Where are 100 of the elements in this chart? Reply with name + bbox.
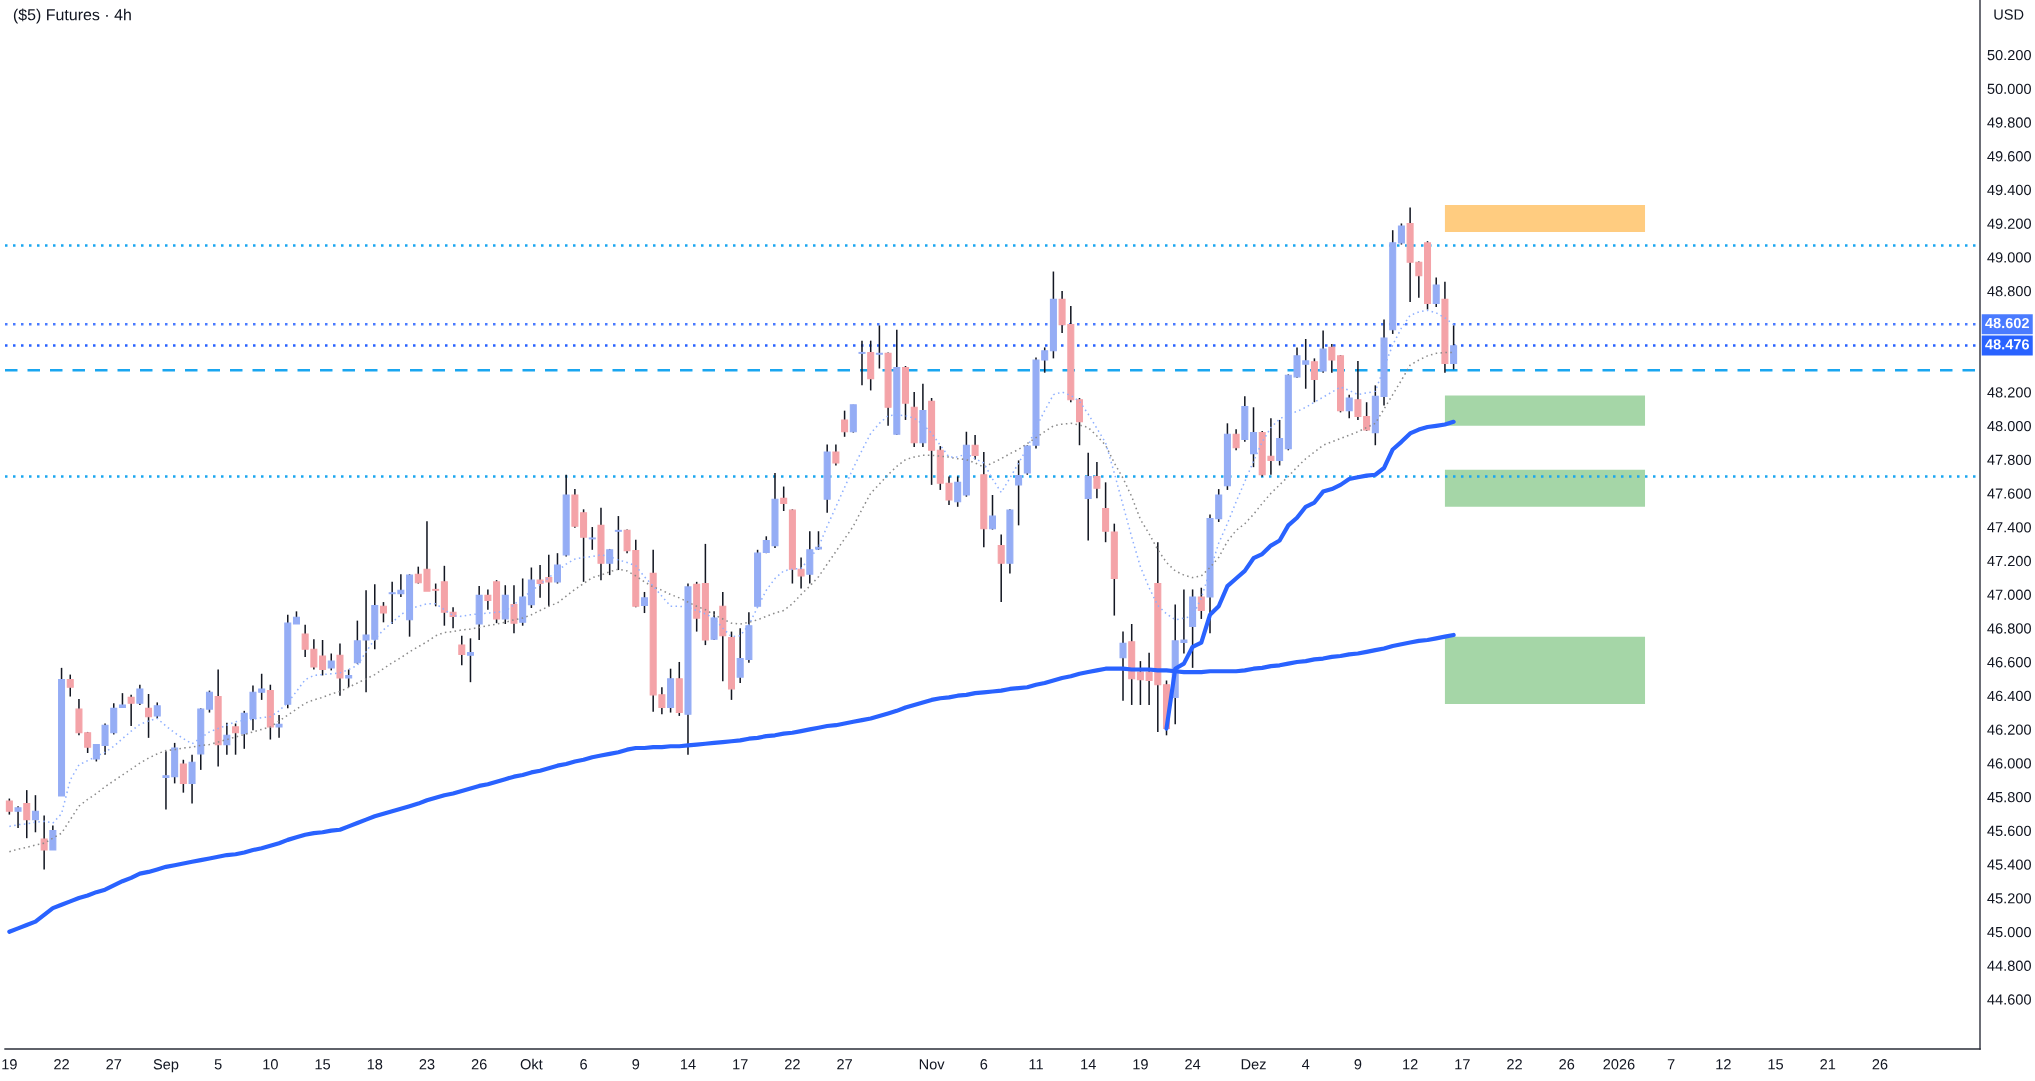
candlestick <box>1310 357 1318 403</box>
x-tick-label: 19 <box>2 1059 17 1070</box>
candlestick <box>1319 329 1327 374</box>
y-tick-label: 47.800 <box>1987 454 2031 465</box>
y-tick-label: 49.000 <box>1987 252 2031 263</box>
x-tick-label: 14 <box>1081 1059 1096 1070</box>
candlestick <box>1250 406 1258 468</box>
x-tick-label: 18 <box>367 1059 383 1070</box>
y-tick-label: 47.000 <box>1987 589 2031 600</box>
ref-line-label: 48.476 <box>1985 339 2030 350</box>
candlestick <box>997 533 1005 603</box>
x-tick-label: 27 <box>106 1059 122 1070</box>
candlestick <box>1197 586 1205 620</box>
x-tick-label: 15 <box>1768 1059 1784 1070</box>
candlestick <box>484 588 492 611</box>
x-tick-label: 21 <box>1820 1059 1836 1070</box>
y-tick-label: 46.400 <box>1987 690 2031 702</box>
candlestick <box>875 324 883 370</box>
x-tick-label: 26 <box>1872 1059 1888 1070</box>
x-tick-label: Nov <box>919 1059 945 1070</box>
candlestick <box>1015 459 1023 527</box>
candlestick <box>1328 343 1336 374</box>
candlestick <box>1102 481 1110 543</box>
candlestick <box>319 639 327 677</box>
candlestick <box>553 552 561 585</box>
candlestick <box>145 693 153 739</box>
candlestick <box>1093 461 1101 500</box>
y-tick-label: 49.800 <box>1987 117 2031 128</box>
candlestick <box>841 409 849 438</box>
x-tick-label: 2026 <box>1603 1059 1635 1070</box>
candlestick <box>40 814 48 871</box>
y-tick-label: 46.200 <box>1987 724 2031 735</box>
y-tick-label: 49.200 <box>1987 218 2031 229</box>
candlestick <box>1075 397 1084 446</box>
candlestick <box>780 485 788 512</box>
candlestick <box>1119 630 1127 702</box>
candlestick <box>127 694 135 727</box>
candlestick <box>510 584 518 635</box>
x-tick-label: 15 <box>315 1059 331 1070</box>
x-tick-label: 17 <box>1455 1059 1470 1070</box>
y-tick-label: 49.600 <box>1987 151 2031 162</box>
candlestick <box>188 753 196 805</box>
y-tick-label: 47.600 <box>1987 488 2031 499</box>
candlestick <box>179 759 187 794</box>
x-tick-label: 5 <box>214 1059 222 1070</box>
candlestick <box>1084 452 1092 542</box>
y-tick-label: 46.600 <box>1987 657 2031 668</box>
candlestick <box>379 601 387 624</box>
y-tick-label: 45.200 <box>1987 893 2031 904</box>
candlestick <box>223 721 231 756</box>
candlestick <box>1276 419 1284 467</box>
x-tick-label: Okt <box>520 1058 543 1070</box>
x-tick-label: 17 <box>733 1059 748 1070</box>
y-tick-label: 45.800 <box>1987 791 2031 803</box>
candlestick <box>23 789 31 839</box>
x-tick-label: 6 <box>980 1059 988 1070</box>
x-tick-label: 9 <box>1354 1059 1362 1070</box>
ref-line-label: 48.602 <box>1985 317 2029 329</box>
candlestick <box>954 475 962 508</box>
y-tick-label: 49.400 <box>1987 184 2031 196</box>
y-axis-title: USD <box>1994 9 2024 20</box>
x-tick-label: 12 <box>1716 1059 1731 1070</box>
y-tick-label: 50.200 <box>1987 49 2031 61</box>
x-tick-label: 9 <box>632 1059 640 1070</box>
candlestick <box>232 722 240 756</box>
x-tick-label: 26 <box>471 1059 487 1070</box>
candlestick <box>1397 222 1405 246</box>
y-tick-label: 47.400 <box>1987 522 2031 533</box>
y-tick-label: 48.800 <box>1987 286 2031 297</box>
chart-title: ($5) Futures · 4h <box>13 8 131 24</box>
x-tick-label: 22 <box>785 1059 800 1070</box>
candlestick <box>614 515 622 571</box>
candlestick <box>858 339 866 387</box>
x-tick-label: Dez <box>1241 1059 1266 1070</box>
candlestick <box>49 824 57 851</box>
y-tick-label: 45.600 <box>1987 825 2031 837</box>
candlestick <box>588 526 596 551</box>
candlestick <box>66 673 74 698</box>
y-tick-label: 48.000 <box>1987 420 2031 432</box>
x-tick-label: 27 <box>837 1059 852 1070</box>
candlestick <box>458 635 466 667</box>
y-tick-label: 44.800 <box>1987 960 2031 971</box>
x-tick-label: 4 <box>1302 1059 1310 1070</box>
x-tick-label: 22 <box>54 1059 69 1070</box>
candlestick <box>814 530 823 551</box>
x-tick-label: 23 <box>419 1059 435 1070</box>
candlestick <box>971 434 979 461</box>
x-tick-label: 11 <box>1029 1059 1043 1070</box>
x-tick-label: Sep <box>153 1059 179 1073</box>
y-tick-label: 44.600 <box>1987 994 2031 1005</box>
y-tick-label: 46.000 <box>1987 758 2031 769</box>
candlestick <box>832 443 840 467</box>
candlestick <box>205 689 213 714</box>
x-tick-label: 26 <box>1559 1059 1575 1070</box>
x-tick-label: 22 <box>1507 1059 1522 1070</box>
candlestick <box>1432 276 1440 308</box>
y-tick-label: 48.200 <box>1987 387 2031 398</box>
candlestick <box>710 610 718 641</box>
candlestick <box>988 494 997 531</box>
x-tick-label: 12 <box>1403 1059 1418 1070</box>
